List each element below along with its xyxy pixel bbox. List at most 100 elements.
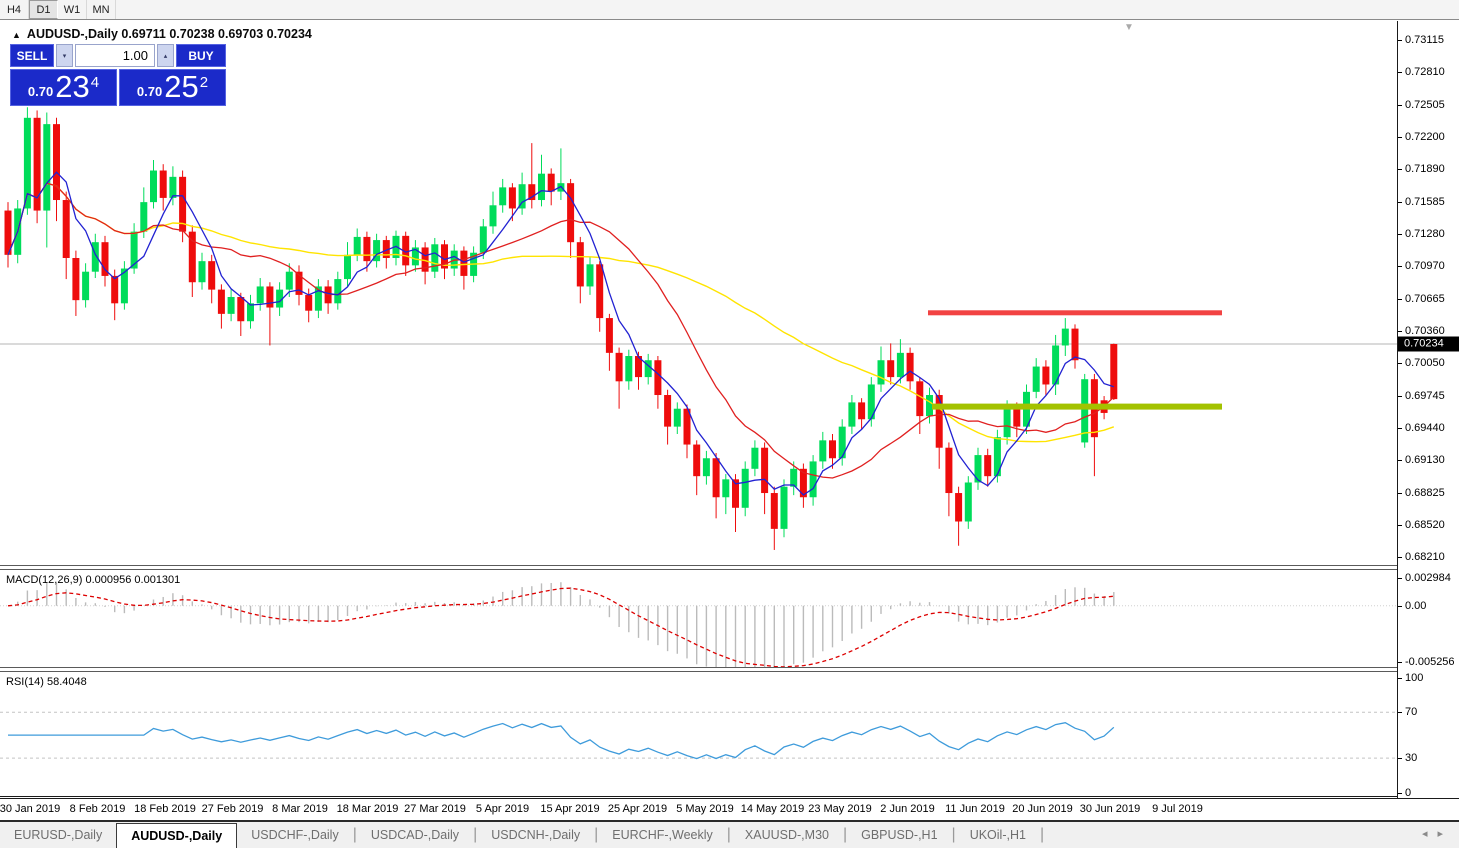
candle-body: [198, 261, 206, 283]
candle-body: [237, 296, 245, 322]
price-axis-label-tick: [1398, 492, 1402, 494]
price-axis-label: 0.68825: [1405, 486, 1445, 499]
macd-pane[interactable]: MACD(12,26,9) 0.000956 0.001301: [0, 571, 1397, 667]
date-axis-label: 14 May 2019: [740, 803, 805, 815]
pane-splitter-rsi[interactable]: [0, 667, 1459, 672]
date-axis-label: 15 Apr 2019: [540, 803, 600, 815]
candle-body: [799, 468, 807, 498]
candle-body: [1042, 366, 1050, 385]
candle-body: [411, 247, 419, 266]
candle-body: [673, 408, 681, 427]
candle-body: [964, 482, 972, 522]
candle-body: [159, 170, 167, 198]
rsi-axis-label: 100: [1405, 671, 1424, 684]
candle-body: [188, 231, 196, 283]
candle-body: [761, 447, 769, 494]
rsi-axis-label-tick: [1398, 677, 1402, 679]
symbol-tab-eurusd[interactable]: EURUSD-,Daily: [14, 828, 103, 842]
rsi-axis-label: 30: [1405, 752, 1418, 765]
symbol-tab-usdcnh[interactable]: USDCNH-,Daily: [491, 828, 581, 842]
tab-separator: |: [594, 826, 599, 843]
tab-separator: |: [473, 826, 478, 843]
candle-body: [780, 486, 788, 529]
candle-body: [819, 440, 827, 462]
candle-body: [120, 268, 128, 304]
sell-button[interactable]: SELL: [10, 44, 54, 67]
candle-body: [460, 250, 468, 276]
candle-body: [179, 176, 187, 232]
buy-button[interactable]: BUY: [176, 44, 226, 67]
candle-body: [702, 458, 710, 477]
candle-body: [829, 440, 836, 459]
macd-label: MACD(12,26,9) 0.000956 0.001301: [6, 574, 181, 586]
candle-body: [567, 183, 575, 243]
ma-slow-line: [7, 182, 1115, 443]
price-axis-label: 0.69440: [1405, 421, 1445, 434]
sell-quote-button[interactable]: 0.70 23 4: [10, 69, 117, 106]
candle-body: [838, 426, 846, 459]
candle-body: [1052, 345, 1060, 385]
candle-body: [247, 303, 254, 322]
candle-body: [790, 468, 798, 487]
price-axis-label-tick: [1398, 266, 1402, 268]
price-axis-label-tick: [1398, 395, 1402, 397]
support-line: [932, 403, 1222, 410]
candlestick-chart: [0, 107, 1397, 550]
candle-body: [751, 447, 759, 469]
ma-mid-line: [7, 182, 1115, 479]
symbol-tab-eurchf[interactable]: EURCHF-,Weekly: [612, 828, 713, 842]
candle-body: [683, 408, 691, 445]
chart-title: ▲ AUDUSD-,Daily 0.69711 0.70238 0.69703 0…: [12, 27, 312, 41]
candle-body: [916, 381, 924, 417]
price-chart-pane[interactable]: [0, 21, 1397, 564]
candle-body: [53, 124, 60, 201]
tab-scroll-arrows[interactable]: ◂▸: [1422, 827, 1453, 840]
timeframe-button-h4[interactable]: H4: [0, 0, 29, 19]
chart-dropdown-icon[interactable]: ▼: [1124, 22, 1134, 33]
timeframe-toolbar: H4 D1 W1 MN: [0, 0, 1459, 20]
candle-body: [1081, 379, 1089, 443]
date-axis-label: 30 Jan 2019: [0, 803, 61, 815]
price-axis-label: 0.68210: [1405, 551, 1445, 564]
candle-body: [993, 437, 1001, 477]
pane-splitter-macd[interactable]: [0, 565, 1459, 570]
candle-body: [538, 173, 545, 201]
candle-body: [654, 360, 662, 396]
volume-increase-button[interactable]: ▴: [157, 44, 174, 67]
volume-input[interactable]: [75, 44, 155, 67]
symbol-tab-gbpusd[interactable]: GBPUSD-,H1: [861, 828, 938, 842]
candle-body: [72, 257, 80, 301]
symbol-tab-audusd[interactable]: AUDUSD-,Daily: [116, 823, 238, 848]
price-axis-label: 0.70050: [1405, 357, 1445, 370]
buy-quote-button[interactable]: 0.70 25 2: [119, 69, 226, 106]
timeframe-button-w1[interactable]: W1: [58, 0, 87, 19]
candle-body: [431, 244, 439, 272]
candle-body: [295, 271, 303, 295]
symbol-tab-usdcad[interactable]: USDCAD-,Daily: [370, 828, 460, 842]
rsi-pane[interactable]: RSI(14) 58.4048: [0, 673, 1397, 797]
price-axis-label: 0.70970: [1405, 260, 1445, 273]
candle-body: [1110, 344, 1118, 400]
date-axis-label: 8 Mar 2019: [272, 803, 328, 815]
timeframe-button-d1[interactable]: D1: [29, 0, 58, 19]
volume-decrease-button[interactable]: ▾: [56, 44, 73, 67]
candle-body: [217, 289, 225, 314]
symbol-tab-usdchf[interactable]: USDCHF-,Daily: [251, 828, 339, 842]
candle-body: [693, 444, 701, 477]
price-axis-label-tick: [1398, 72, 1402, 74]
date-axis-label: 27 Mar 2019: [404, 803, 466, 815]
tab-scroll-left-icon[interactable]: ◂: [1421, 828, 1438, 840]
symbol-tabbar: EURUSD-,Daily AUDUSD-,Daily USDCHF-,Daily |…: [0, 820, 1459, 848]
candle-body: [353, 236, 361, 255]
tab-scroll-right-icon[interactable]: ▸: [1437, 828, 1453, 840]
timeframe-button-mn[interactable]: MN: [87, 0, 116, 19]
candle-body: [926, 395, 933, 417]
symbol-tab-ukoil[interactable]: UKOil-,H1: [969, 828, 1026, 842]
rsi-axis-label-tick: [1398, 792, 1402, 794]
rsi-label: RSI(14) 58.4048: [6, 676, 87, 688]
symbol-tab-xauusd[interactable]: XAUUSD-,M30: [744, 828, 829, 842]
sell-price-big: 23: [55, 69, 90, 104]
rsi-chart: [0, 711, 1397, 760]
candle-body: [62, 200, 70, 258]
price-axis-label-tick: [1398, 169, 1402, 171]
